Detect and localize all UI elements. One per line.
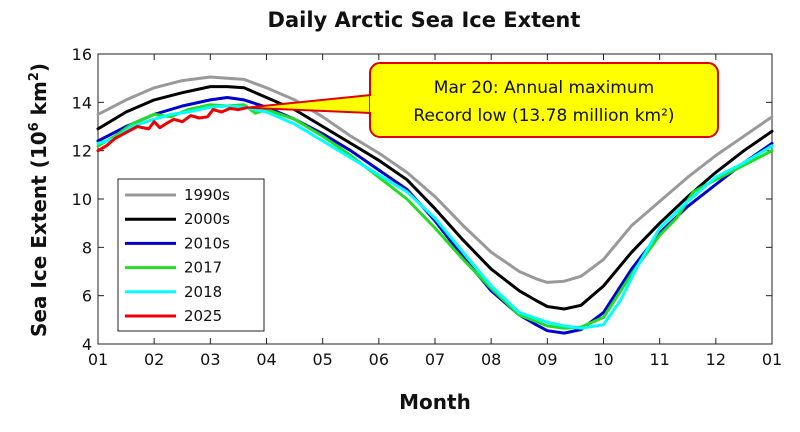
x-tick-label: 11 xyxy=(649,350,669,369)
series-line-2025 xyxy=(96,106,249,153)
y-tick-label: 4 xyxy=(82,335,92,354)
y-tick-label: 12 xyxy=(72,142,92,161)
x-tick-label: 01 xyxy=(762,350,782,369)
legend-label-2000s: 2000s xyxy=(184,210,230,228)
annotation-line-2: Record low (13.78 million km²) xyxy=(413,106,674,126)
legend-box xyxy=(117,178,265,332)
annotation-line-1: Mar 20: Annual maximum xyxy=(434,78,654,98)
annotation-joint xyxy=(370,96,374,112)
legend-label-2010s: 2010s xyxy=(184,234,230,252)
series-line-2017 xyxy=(96,103,774,330)
y-tick-label: 8 xyxy=(82,238,92,257)
series-line-1990s xyxy=(96,75,774,284)
legend: 1990s 2000s 2010s 2017 2018 2025 xyxy=(117,178,265,332)
y-axis-label-sup2: 2 xyxy=(27,72,42,81)
x-tick-label: 04 xyxy=(256,350,276,369)
x-tick-label: 05 xyxy=(312,350,332,369)
y-tick-label: 16 xyxy=(72,45,92,64)
annotation-callout: Mar 20: Annual maximum Record low (13.78… xyxy=(245,62,719,138)
series-layer xyxy=(96,75,774,335)
chart-title: Daily Arctic Sea Ice Extent xyxy=(268,8,581,32)
series-line-2018 xyxy=(96,104,774,330)
y-axis-label-main: Sea Ice Extent (10 xyxy=(27,131,51,337)
x-tick-label: 02 xyxy=(144,350,164,369)
x-tick-label: 09 xyxy=(537,350,557,369)
y-tick-label: 6 xyxy=(82,287,92,306)
x-tick-label: 06 xyxy=(369,350,389,369)
y-tick-label: 10 xyxy=(72,190,92,209)
y-tick-label: 14 xyxy=(72,93,92,112)
y-axis-ticks: 4 6 8 10 12 14 16 xyxy=(72,45,772,354)
legend-label-1990s: 1990s xyxy=(184,186,230,204)
x-tick-label: 10 xyxy=(593,350,613,369)
y-axis-label-end: ) xyxy=(27,63,51,72)
x-tick-label: 07 xyxy=(425,350,445,369)
y-axis-label-sup: 6 xyxy=(27,122,42,131)
x-tick-label: 03 xyxy=(200,350,220,369)
x-tick-label: 12 xyxy=(706,350,726,369)
legend-label-2018: 2018 xyxy=(184,283,222,301)
y-axis-label: Sea Ice Extent (106 km2) xyxy=(27,63,51,337)
legend-label-2025: 2025 xyxy=(184,307,222,325)
x-axis-ticks: 01 02 03 04 05 06 07 08 09 10 11 12 01 xyxy=(88,54,782,369)
x-tick-label: 08 xyxy=(481,350,501,369)
legend-label-2017: 2017 xyxy=(184,259,222,277)
y-axis-label-unit: km xyxy=(27,81,51,122)
x-axis-label: Month xyxy=(399,390,471,414)
x-tick-label: 01 xyxy=(88,350,108,369)
series-line-2000s xyxy=(96,85,774,311)
